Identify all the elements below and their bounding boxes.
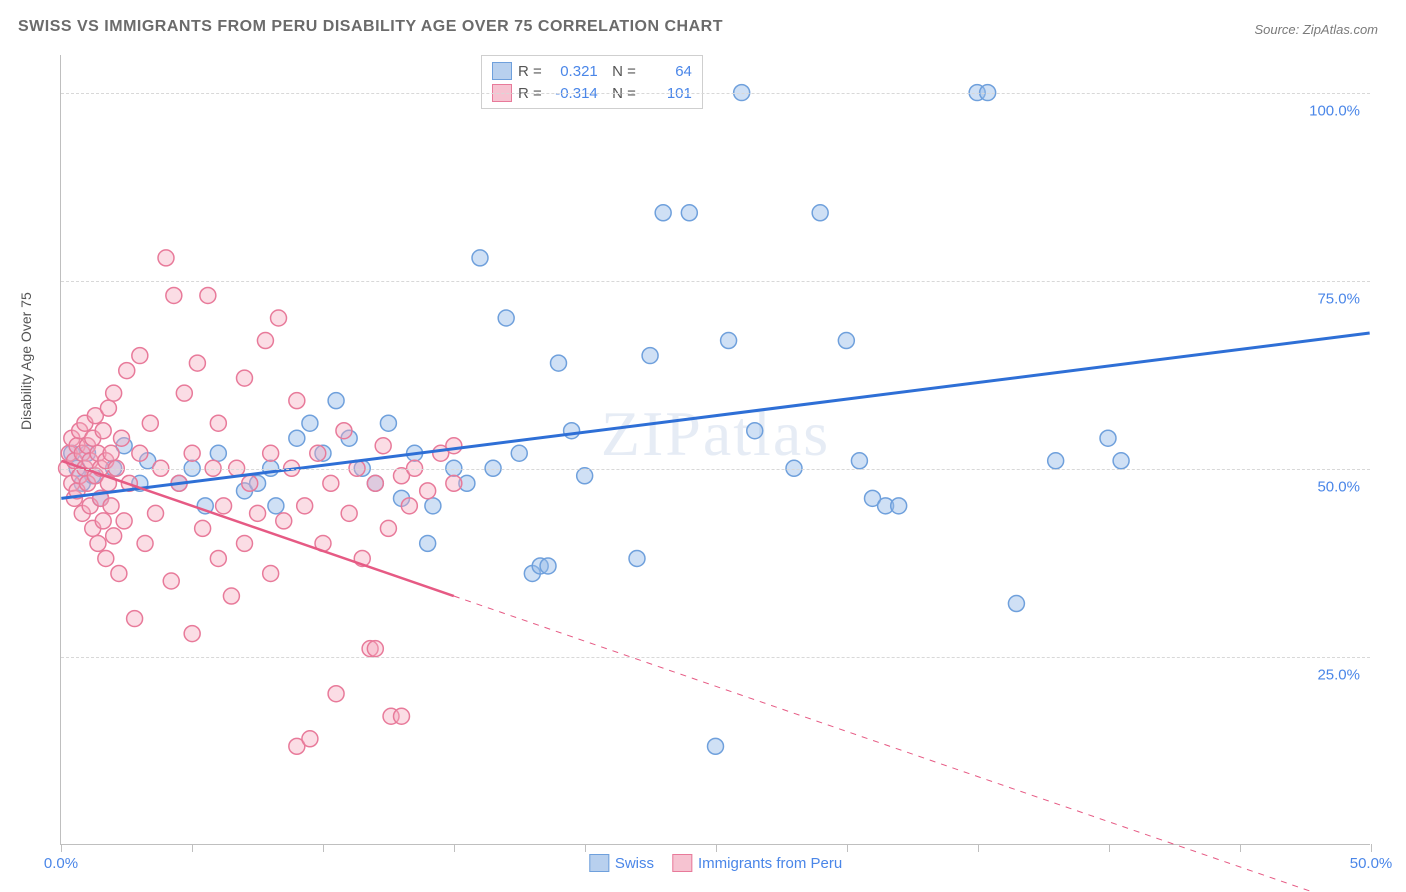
x-tick [978,844,979,852]
x-tick [847,844,848,852]
stat-r-value: 0.321 [548,63,598,80]
y-tick-label: 25.0% [1317,666,1360,683]
trend-line [61,461,454,596]
stat-n-label: N = [604,63,636,80]
x-tick [323,844,324,852]
trend-line-extrapolated [454,596,1370,892]
y-axis-label: Disability Age Over 75 [18,292,34,430]
y-tick-label: 100.0% [1309,102,1360,119]
stats-legend: R =0.321 N =64R =-0.314 N =101 [481,55,703,109]
stat-n-value: 64 [642,63,692,80]
plot-area: ZIPatlas R =0.321 N =64R =-0.314 N =101 … [60,55,1370,845]
gridline [61,469,1370,470]
x-tick [585,844,586,852]
x-tick [61,844,62,852]
stats-row: R = 0.321 N = 64 [492,60,692,82]
chart-source: Source: ZipAtlas.com [1254,22,1378,37]
series-legend: Swiss Immigrants from Peru [589,854,842,872]
x-tick [716,844,717,852]
y-tick-label: 75.0% [1317,290,1360,307]
gridline [61,657,1370,658]
x-tick-label: 0.0% [44,855,78,872]
chart-title: SWISS VS IMMIGRANTS FROM PERU DISABILITY… [18,18,723,36]
y-tick-label: 50.0% [1317,478,1360,495]
x-tick [1109,844,1110,852]
trend-line [61,333,1369,498]
x-tick-label: 50.0% [1350,855,1393,872]
legend-item: Immigrants from Peru [672,854,842,872]
legend-item: Swiss [589,854,654,872]
legend-swatch [672,854,692,872]
x-tick [1371,844,1372,852]
legend-label: Immigrants from Peru [698,855,842,872]
legend-swatch [589,854,609,872]
gridline [61,281,1370,282]
x-tick [454,844,455,852]
x-tick [192,844,193,852]
gridline [61,93,1370,94]
trend-lines [61,55,1370,844]
series-swatch [492,62,512,80]
x-tick [1240,844,1241,852]
legend-label: Swiss [615,855,654,872]
stat-r-label: R = [518,63,542,80]
